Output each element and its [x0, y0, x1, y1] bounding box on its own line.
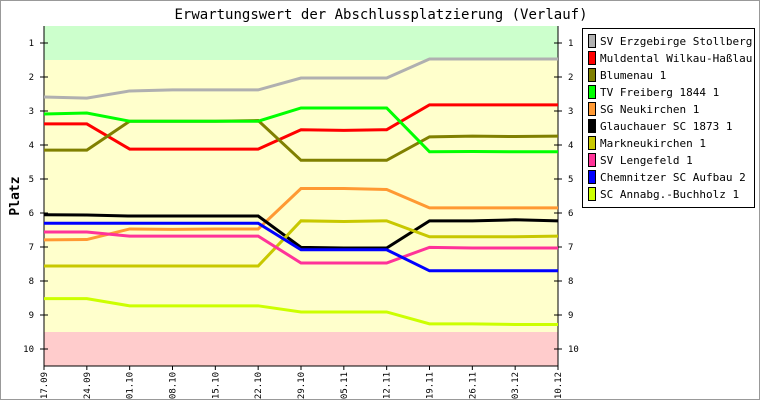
legend-swatch [588, 187, 596, 201]
y-tick-label-right: 6 [568, 209, 573, 219]
zone-band [44, 26, 558, 60]
x-tick-label: 01.10 [126, 372, 136, 399]
x-tick-label: 22.10 [254, 372, 264, 399]
y-tick-label: 9 [29, 311, 34, 321]
x-tick-label: 12.11 [383, 372, 393, 399]
x-tick-label: 08.10 [169, 372, 179, 399]
legend-swatch [588, 102, 596, 116]
x-tick-label: 17.09 [40, 372, 50, 399]
y-tick-label-right: 5 [568, 175, 573, 185]
legend-entry: SV Lengefeld 1 [600, 154, 693, 167]
series-line-8 [44, 221, 558, 273]
series-line-0 [43, 57, 558, 100]
legend-swatch [588, 119, 596, 133]
y-tick-label: 6 [29, 209, 34, 219]
series-line-4 [43, 187, 558, 242]
y-tick-label: 4 [29, 141, 34, 151]
x-tick-label: 03.12 [511, 372, 521, 399]
legend-entry: TV Freiberg 1844 1 [600, 86, 719, 99]
x-tick-label: 19.11 [426, 372, 436, 399]
series-line-7 [44, 230, 558, 265]
legend-entry: Chemnitzer SC Aufbau 2 [600, 171, 746, 184]
legend-swatch [588, 68, 596, 82]
legend-swatch [588, 170, 596, 184]
legend-entry: SG Neukirchen 1 [600, 103, 699, 116]
legend-box [582, 28, 755, 208]
y-tick-label: 2 [29, 73, 34, 83]
x-tick-label: 26.11 [468, 372, 478, 399]
y-tick-label-right: 8 [568, 277, 573, 287]
y-tick-label-right: 9 [568, 311, 573, 321]
x-tick-label: 10.12 [554, 372, 564, 399]
zone-band [44, 60, 558, 332]
legend-entry: Markneukirchen 1 [600, 137, 706, 150]
legend-entry: Glauchauer SC 1873 1 [600, 120, 732, 133]
legend-swatch [588, 51, 596, 65]
y-tick-label: 10 [23, 345, 34, 355]
legend-entry: Muldental Wilkau-Haßlau 2 [600, 52, 760, 65]
y-tick-label-right: 1 [568, 39, 573, 49]
series-line-3 [43, 106, 558, 154]
y-tick-label: 1 [29, 39, 34, 49]
y-tick-label-right: 7 [568, 243, 573, 253]
y-tick-label: 3 [29, 107, 34, 117]
legend-entry: Blumenau 1 [600, 69, 666, 82]
legend-entry: SV Erzgebirge Stollberg 1 [600, 35, 760, 48]
x-tick-label: 15.10 [211, 372, 221, 399]
legend-entry: SC Annabg.-Buchholz 1 [600, 188, 739, 201]
chart-title: Erwartungswert der Abschlussplatzierung … [174, 7, 587, 23]
y-tick-label-right: 4 [568, 141, 573, 151]
y-tick-label-right: 3 [568, 107, 573, 117]
series-line-9 [44, 297, 558, 327]
x-tick-label: 24.09 [83, 372, 93, 399]
y-axis-label: Platz [8, 176, 23, 215]
zone-band [44, 332, 558, 366]
y-tick-label: 7 [29, 243, 34, 253]
series-line-5 [43, 213, 559, 250]
y-tick-label-right: 2 [568, 73, 573, 83]
legend-swatch [588, 85, 596, 99]
legend-swatch [588, 136, 596, 150]
legend-swatch [588, 153, 596, 167]
series-line-1 [44, 103, 558, 151]
x-tick-label: 29.10 [297, 372, 307, 399]
series-line-6 [44, 219, 559, 268]
y-tick-label: 5 [29, 175, 34, 185]
y-tick-label-right: 10 [568, 345, 579, 355]
x-tick-label: 05.11 [340, 372, 350, 399]
legend-swatch [588, 34, 596, 48]
y-tick-label: 8 [29, 277, 34, 287]
